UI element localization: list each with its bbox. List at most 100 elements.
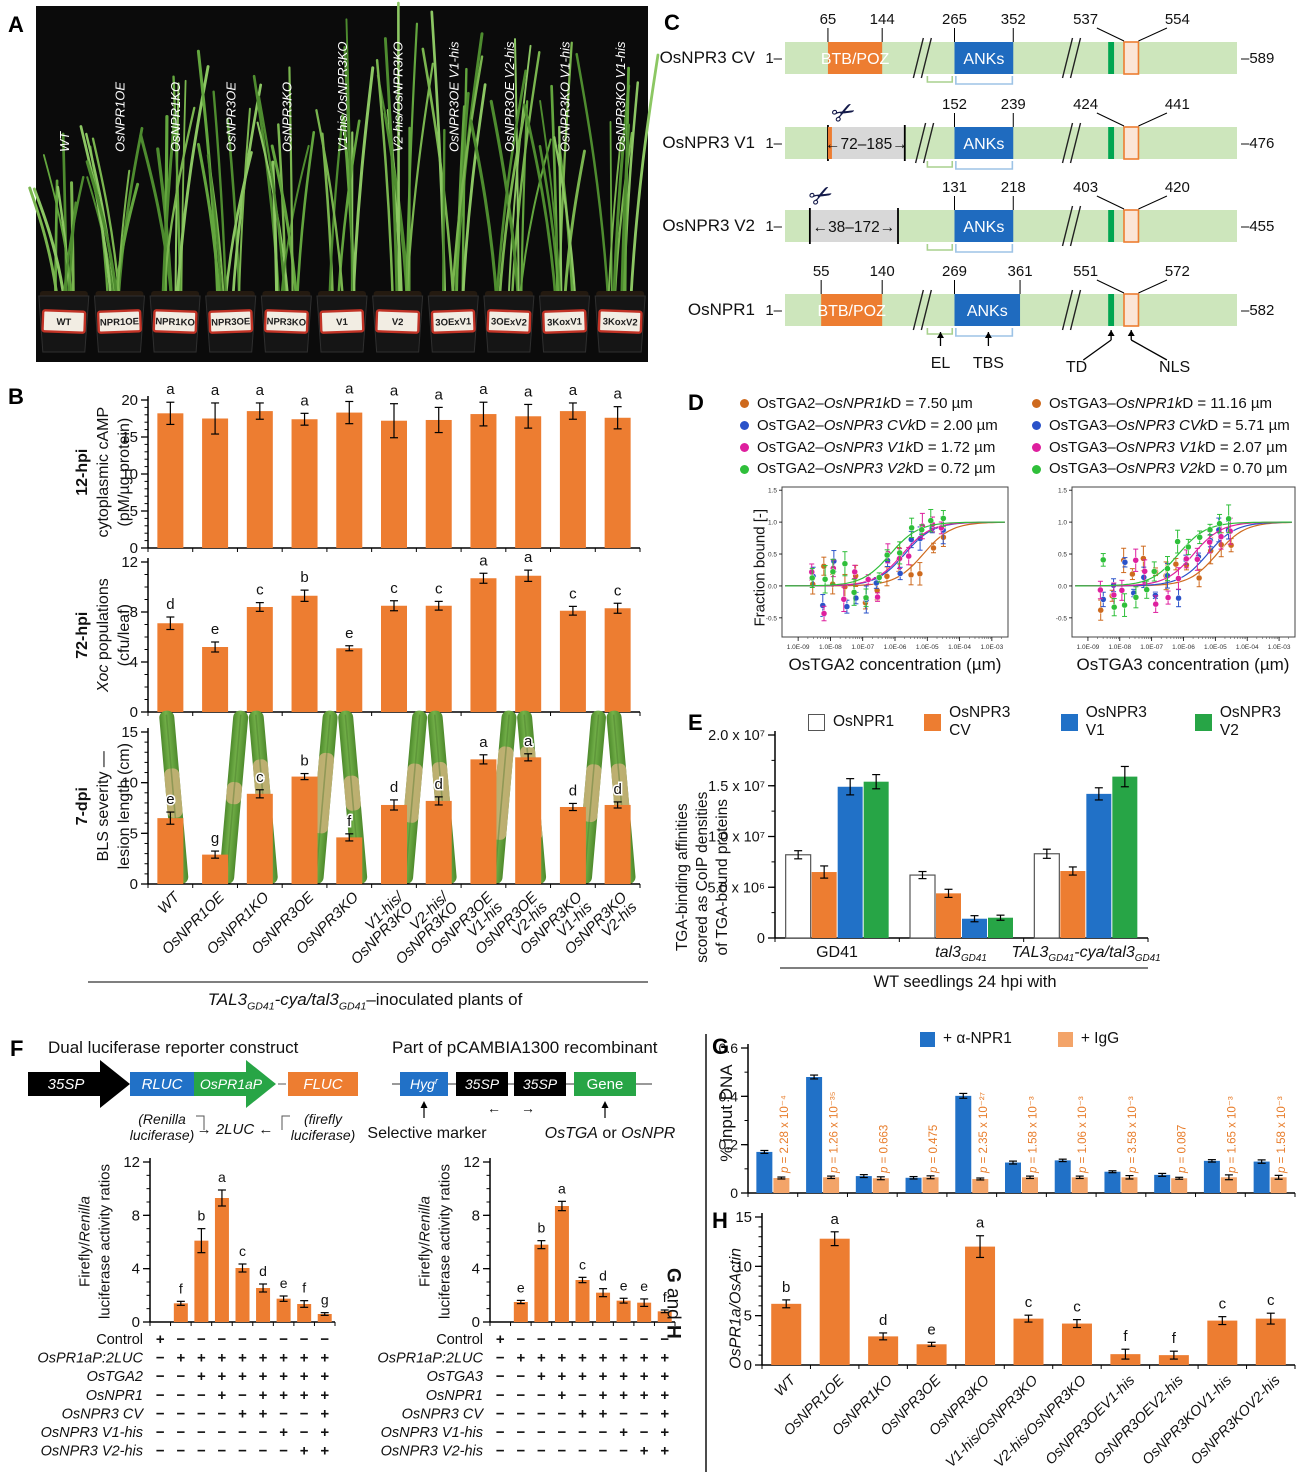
data-point [1099, 556, 1107, 564]
svg-text:−: − [578, 1331, 587, 1348]
legend-label: OsNPR3 V2 [1219, 704, 1282, 739]
svg-text:ANKs: ANKs [963, 219, 1004, 236]
text-part: lesion length (cm) [115, 743, 133, 870]
text-part: Firefly/ [76, 1241, 94, 1287]
bar [855, 1176, 872, 1193]
svg-text:1–: 1– [765, 218, 782, 235]
svg-text:0: 0 [730, 1185, 738, 1201]
svg-text:3KoxV1: 3KoxV1 [547, 316, 583, 328]
svg-text:10: 10 [735, 1258, 752, 1275]
data-point [874, 593, 881, 601]
p-value: p = 0.087 [1177, 1125, 1189, 1174]
pot-label-plate: NPR3KO [263, 309, 309, 334]
svg-text:f: f [302, 1280, 306, 1296]
legend-label: OsNPR1 [833, 713, 895, 730]
text-part: OsNPR3 CV [1115, 416, 1200, 434]
bar [905, 1177, 922, 1193]
svg-text:140: 140 [870, 263, 895, 280]
svg-text:0.5: 0.5 [768, 552, 777, 559]
svg-text:✂: ✂ [826, 93, 861, 131]
data-point [1100, 596, 1107, 603]
svg-text:−: − [176, 1331, 185, 1348]
series-dot-icon [740, 421, 749, 431]
svg-text:+: + [558, 1368, 567, 1385]
svg-text:+: + [218, 1350, 227, 1367]
svg-text:OsNPR3 CV: OsNPR3 CV [660, 48, 756, 67]
bar [1158, 1355, 1189, 1365]
text-part: k [1197, 438, 1205, 456]
data-point [916, 570, 924, 578]
svg-text:0: 0 [757, 931, 765, 947]
svg-text:−: − [496, 1443, 505, 1460]
data-point [820, 562, 828, 570]
svg-text:218: 218 [1001, 179, 1026, 196]
pot-label-plate: NPR1KO [152, 309, 198, 334]
svg-text:a: a [435, 386, 444, 403]
svg-text:f: f [347, 813, 352, 830]
bar [1203, 1160, 1220, 1193]
svg-text:OsNPR3 V1-his: OsNPR3 V1-his [381, 1425, 483, 1441]
svg-text:−: − [218, 1443, 227, 1460]
svg-text:+: + [320, 1443, 329, 1460]
svg-text:c: c [435, 580, 443, 597]
svg-text:c: c [614, 582, 622, 599]
svg-text:265: 265 [942, 11, 967, 28]
svg-text:(Renilla: (Renilla [138, 1111, 186, 1127]
svg-text:−: − [156, 1368, 165, 1385]
svg-text:+: + [279, 1368, 288, 1385]
svg-text:OsPR1aP:2LUC: OsPR1aP:2LUC [37, 1351, 143, 1367]
svg-text:+: + [238, 1405, 247, 1422]
svg-text:−: − [496, 1424, 505, 1441]
text-part: (pM/µg protein) [115, 417, 133, 527]
svg-text:OsNPR1: OsNPR1 [86, 1388, 143, 1404]
svg-text:+: + [197, 1368, 206, 1385]
text-part: OsTGA2– [757, 460, 824, 478]
data-point [821, 576, 829, 583]
text-part: and [662, 1282, 684, 1325]
svg-text:12: 12 [463, 1154, 480, 1171]
svg-text:RLUC: RLUC [142, 1076, 183, 1093]
bar [336, 837, 363, 884]
svg-text:OsTGA3: OsTGA3 [427, 1369, 483, 1385]
data-point [1226, 527, 1234, 535]
svg-text:c: c [239, 1243, 246, 1259]
svg-text:a: a [976, 1215, 985, 1232]
svg-text:−: − [300, 1424, 309, 1441]
svg-text:−: − [300, 1405, 309, 1422]
legend-item: OsNPR3 V1 [1060, 704, 1165, 740]
svg-text:+: + [660, 1405, 669, 1422]
bar [470, 759, 497, 884]
svg-text:OsNPR3 CV: OsNPR3 CV [402, 1406, 485, 1422]
text-part: BLS severity — [94, 751, 112, 862]
bar [1112, 776, 1138, 938]
svg-text:−: − [320, 1331, 329, 1348]
text-part: OsNPR3 CV [823, 416, 908, 434]
bar [515, 416, 542, 548]
svg-text:WT: WT [57, 131, 72, 152]
svg-text:1–: 1– [765, 302, 782, 319]
svg-text:+: + [516, 1350, 525, 1367]
svg-text:−: − [197, 1443, 206, 1460]
svg-text:0: 0 [744, 1357, 752, 1374]
svg-text:+: + [537, 1368, 546, 1385]
svg-text:352: 352 [1001, 11, 1026, 28]
text-part: D = 5.71 µm [1207, 416, 1290, 434]
svg-text:a: a [390, 383, 399, 400]
svg-text:+: + [320, 1368, 329, 1385]
svg-text:+: + [320, 1350, 329, 1367]
svg-text:1.0 x 10⁷: 1.0 x 10⁷ [708, 830, 765, 846]
text-part: populations [94, 578, 112, 665]
bar [1022, 1177, 1038, 1193]
svg-text:✂: ✂ [804, 176, 839, 214]
x-category-label: V1-his/OsNPR3KO [943, 1373, 1041, 1471]
svg-text:+: + [619, 1387, 628, 1404]
svg-text:−: − [516, 1405, 525, 1422]
data-point [930, 544, 937, 552]
svg-text:+: + [279, 1350, 288, 1367]
g-legend: + α-NPR1 + IgG [920, 1030, 1119, 1048]
svg-text:b: b [300, 569, 308, 586]
svg-text:BTB/POZ: BTB/POZ [817, 303, 886, 320]
